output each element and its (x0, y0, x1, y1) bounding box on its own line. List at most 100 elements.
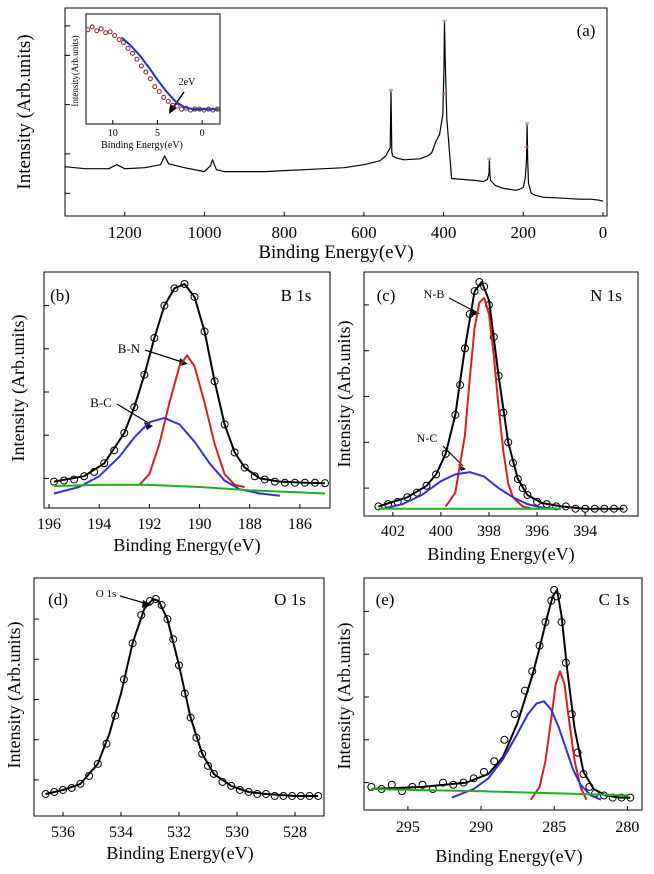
x-tick-label-a-inset-5: 5 (155, 128, 160, 139)
x-tick-label-d-528: 528 (283, 824, 307, 841)
point-d-data-6 (93, 759, 102, 768)
point-a-marker-0: * (388, 86, 394, 98)
point-a-marker-4: * (524, 119, 530, 131)
point-a-marker-1: * (442, 17, 448, 29)
x-tick-label-a-inset-10: 10 (108, 128, 118, 139)
point-a-marker-3: * (487, 155, 493, 167)
panel-c: (c) N 1s Intensity (Arb.units) Binding E… (334, 271, 639, 565)
inset-xlabel: Binding Energy(eV) (101, 140, 183, 151)
panel-b-annotation-bn: B-N (118, 341, 141, 356)
panel-b-xlabel: Binding Energy(eV) (113, 535, 260, 556)
inset-ylabel: Intensity(Arb.units) (70, 35, 80, 106)
point-d-data-21 (198, 749, 207, 758)
point-e-data-7 (439, 778, 448, 787)
point-c-data-22 (518, 484, 527, 493)
x-tick-label-b-186: 186 (288, 516, 312, 533)
panel-d: (d) O 1s Intensity (Arb.units) Binding E… (4, 577, 325, 864)
panel-b-ylabel: Intensity (Arb.units) (8, 315, 29, 462)
point-e-data-5 (418, 780, 427, 789)
panel-b-plot (50, 280, 329, 497)
series-e-fit (371, 589, 631, 799)
panel-a: (a) Intensity (Arb.units) Binding Energy… (14, 7, 608, 263)
point-a-inset-data-6 (112, 33, 118, 39)
x-tick-label-a-600: 600 (351, 223, 377, 242)
series-e-c-c (529, 670, 588, 801)
x-tick-label-c-400: 400 (429, 523, 453, 540)
inset-annotation-2ev: 2eV (179, 77, 196, 88)
x-tick-label-b-196: 196 (37, 516, 61, 533)
panel-b-annotation-bc: B-C (90, 395, 112, 410)
inset-plot (85, 24, 220, 113)
panel-c-ylabel: Intensity (Arb.units) (334, 321, 355, 468)
panel-e-label: (e) (376, 590, 395, 609)
panel-b-arrow-bn (144, 349, 186, 364)
x-tick-label-b-188: 188 (238, 516, 262, 533)
point-a-inset-data-9 (125, 45, 131, 51)
x-tick-label-a-1000: 1000 (187, 223, 221, 242)
point-a-inset-data-18 (165, 98, 171, 104)
panel-d-arrowhead-o1s (142, 600, 152, 608)
series-c-n-c (382, 471, 557, 510)
point-a-inset-data-3 (98, 26, 104, 32)
x-tick-label-c-394: 394 (573, 523, 597, 540)
panel-c-xlabel: Binding Energy(eV) (427, 544, 574, 565)
panel-d-plot (41, 595, 323, 800)
point-e-data-12 (490, 757, 499, 766)
point-a-marker-5: * (524, 143, 530, 155)
point-d-data-25 (227, 781, 236, 790)
panel-b-label: (b) (50, 286, 70, 305)
series-c-n-b (444, 297, 533, 510)
x-tick-label-a-0: 0 (599, 223, 608, 242)
point-a-inset-data-11 (134, 56, 140, 62)
x-tick-label-a-800: 800 (271, 223, 297, 242)
point-a-inset-data-13 (143, 69, 149, 75)
panel-e: (e) C 1s Intensity (Arb.units) Binding E… (334, 577, 643, 867)
x-tick-label-b-194: 194 (87, 516, 111, 533)
point-a-inset-data-20 (174, 103, 180, 109)
panel-e-plot (367, 586, 635, 802)
point-a-inset-data-8 (121, 40, 127, 46)
point-a-inset-data-0 (85, 27, 91, 33)
panel-c-x-ticks: 402 400 398 396 394 (364, 304, 597, 540)
x-tick-label-d-534: 534 (109, 824, 133, 841)
panel-d-xlabel: Binding Energy(eV) (106, 843, 253, 864)
point-b-data-12 (170, 284, 179, 293)
panel-b: (b) B 1s Intensity (Arb.units) Binding E… (8, 271, 331, 556)
x-tick-label-a-400: 400 (431, 223, 457, 242)
point-c-data-23 (523, 490, 532, 499)
panel-e-frame (363, 577, 643, 811)
point-a-inset-data-1 (89, 24, 95, 30)
panel-a-ylabel: Intensity (Arb.units) (14, 34, 35, 189)
point-b-data-13 (180, 280, 189, 288)
point-a-inset-data-19 (170, 102, 176, 108)
x-tick-label-c-402: 402 (381, 523, 405, 540)
inset-x-ticks: 10 5 0 (108, 120, 205, 139)
series-b-fit (53, 283, 326, 485)
panel-a-plot: * * * * * * (64, 17, 604, 202)
point-d-data-23 (209, 769, 218, 778)
x-tick-label-e-285: 285 (542, 819, 566, 836)
point-a-inset-data-7 (116, 37, 122, 43)
point-b-data-11 (160, 301, 169, 310)
point-a-marker-2: * (441, 90, 447, 102)
point-c-data-5 (422, 481, 431, 490)
point-a-inset-data-21 (179, 106, 185, 112)
series-e-background (371, 788, 628, 797)
panel-e-x-ticks: 295 290 285 280 (364, 610, 639, 836)
point-b-data-5 (100, 459, 109, 468)
point-a-inset-data-2 (94, 28, 100, 34)
x-tick-label-d-536: 536 (51, 824, 75, 841)
panel-e-title: C 1s (599, 590, 630, 609)
point-e-data-0 (367, 782, 376, 791)
series-b-b-n (138, 354, 245, 488)
panel-c-title: N 1s (590, 286, 622, 305)
point-d-data-12 (146, 597, 154, 606)
panel-c-frame (363, 271, 639, 517)
x-tick-label-d-532: 532 (167, 824, 191, 841)
point-a-inset-data-15 (152, 84, 158, 90)
x-tick-label-b-192: 192 (137, 516, 161, 533)
point-a-inset-data-17 (161, 94, 167, 100)
point-a-inset-data-16 (156, 89, 162, 95)
panel-a-frame (64, 7, 608, 217)
